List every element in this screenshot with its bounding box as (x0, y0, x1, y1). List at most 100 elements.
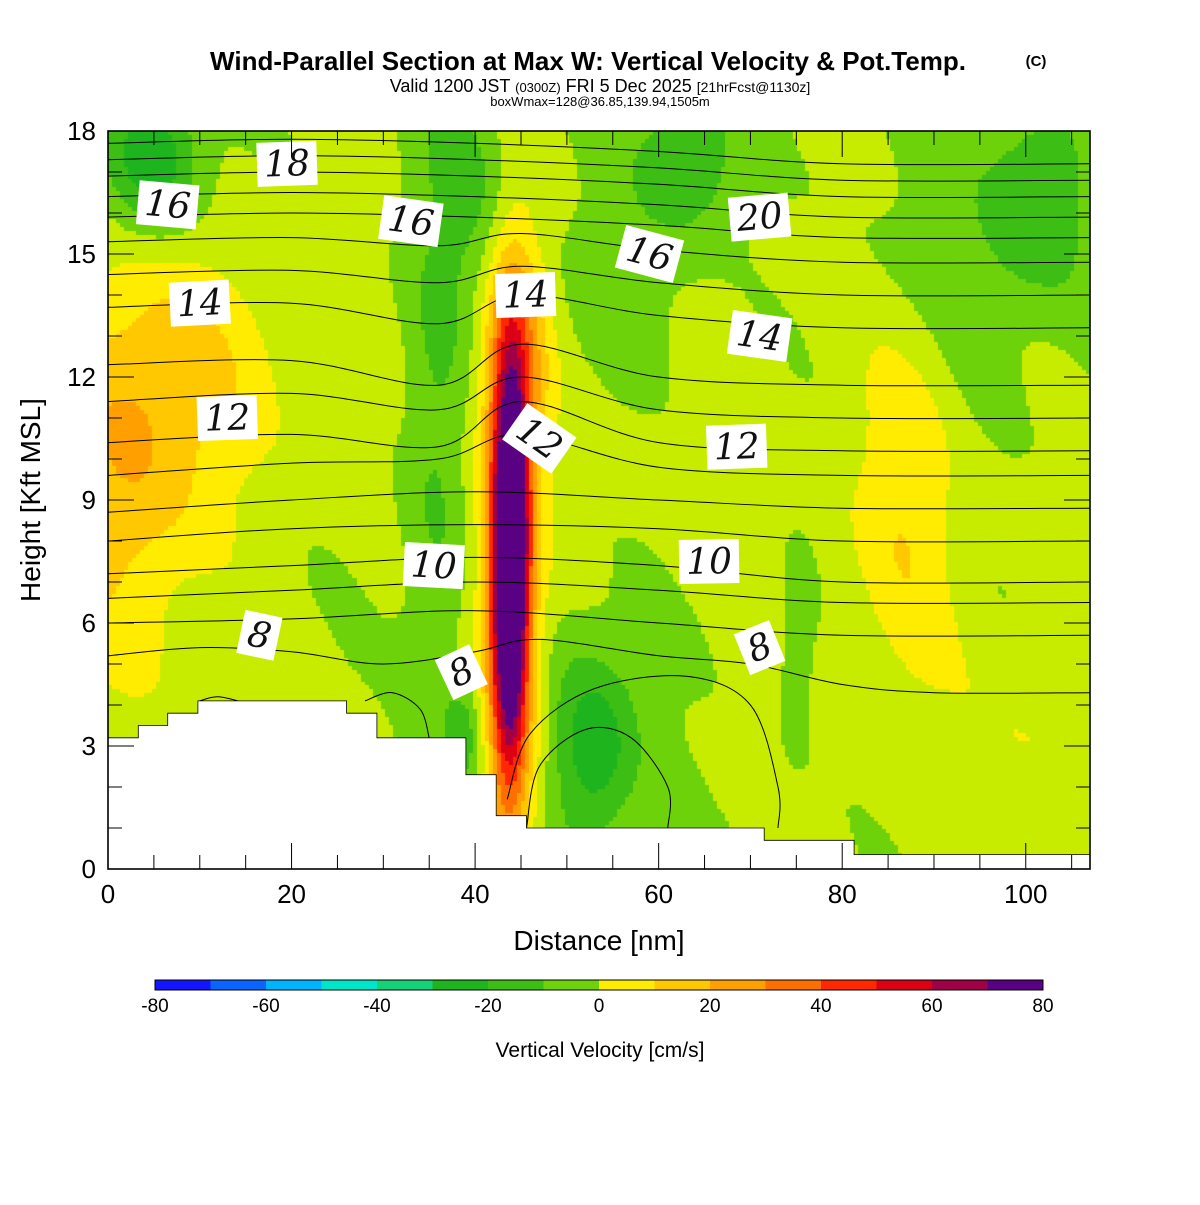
contour-label: 14 (168, 279, 231, 327)
colorbar-swatch (377, 980, 433, 990)
contour-label-box (378, 195, 444, 248)
colorbar-frame (154, 979, 1044, 991)
contour-label-box (135, 180, 200, 230)
y-axis-ticks: 0 3 6 9 12 15 18 (67, 116, 1090, 884)
theta-contour-line (108, 581, 1090, 604)
colorbar-tick-label: 80 (1032, 996, 1053, 1017)
contour-label-box (402, 542, 465, 590)
theta-contour-line (108, 401, 1090, 452)
contour-label: 16 (378, 195, 444, 248)
contour-label-text: 20 (734, 195, 784, 240)
theta-contour-line (108, 556, 1090, 584)
colorbar-label: Vertical Velocity [cm/s] (496, 1039, 705, 1062)
x-tick-label: 100 (1004, 879, 1047, 909)
contour-label-box (614, 224, 685, 284)
contour-label: 16 (614, 224, 685, 284)
x-axis-ticks: 0 20 40 60 80 100 (101, 131, 1073, 909)
theta-contour-line (506, 675, 781, 829)
theta-contour-line (108, 491, 1090, 513)
colorbar-swatch (821, 980, 877, 990)
contour-label-text: 14 (176, 282, 224, 325)
contour-label: 8 (434, 644, 488, 701)
valid-time-line: Valid 1200 JST (0300Z) FRI 5 Dec 2025 [2… (390, 76, 811, 96)
contour-label-text: 10 (410, 544, 458, 587)
x-tick-label: 40 (461, 879, 490, 909)
y-axis-label: Height [Kft MSL] (15, 398, 46, 602)
valid-date: FRI 5 Dec 2025 (566, 76, 692, 96)
x-tick-label: 0 (101, 879, 115, 909)
theta-contour-line (108, 138, 1090, 166)
contour-label: 18 (256, 140, 318, 187)
contour-label-box (502, 403, 577, 474)
theta-contour-line (108, 343, 1090, 387)
contour-label: 10 (678, 538, 740, 585)
y-tick-label: 9 (82, 485, 96, 515)
y-tick-label: 12 (67, 362, 96, 392)
theta-contour-line (108, 232, 1090, 264)
theta-contour-line (526, 727, 672, 829)
contour-label-text: 12 (204, 397, 251, 440)
theta-contour-line (108, 265, 1090, 297)
colorbar-swatch (987, 980, 1044, 990)
theta-contour-line (108, 212, 1090, 239)
contour-label-box (733, 620, 786, 676)
y-tick-label: 15 (67, 239, 96, 269)
colorbar-tick-label: 40 (810, 996, 831, 1017)
colorbar-swatch (876, 980, 933, 990)
colorbar-swatch (765, 980, 822, 990)
contour-label: 14 (726, 310, 793, 362)
colorbar-tick-label: 60 (921, 996, 942, 1017)
colorbar-tick-label: -80 (141, 996, 168, 1017)
contour-label-box (236, 609, 283, 661)
copyright-mark: (C) (1026, 53, 1047, 70)
contour-label-box (256, 140, 318, 187)
contour-label-text: 16 (385, 198, 436, 245)
contour-label-box (726, 310, 793, 362)
contour-label-text: 14 (734, 313, 785, 360)
contour-label-box (196, 394, 259, 442)
theta-contour-line (108, 524, 1090, 543)
contour-label-text: 18 (263, 143, 310, 186)
colorbar-swatch (599, 980, 655, 990)
contour-label-text: 12 (713, 426, 760, 469)
colorbar-swatch (710, 980, 766, 990)
colorbar-swatch (488, 980, 544, 990)
colorbar-swatch (932, 980, 988, 990)
valid-prefix: Valid 1200 JST (390, 76, 511, 96)
contour-label: 14 (494, 271, 557, 319)
chart-title: Wind-Parallel Section at Max W: Vertical… (210, 46, 966, 76)
contour-label: 16 (135, 180, 200, 230)
y-tick-label: 3 (82, 731, 96, 761)
contour-label-box (168, 279, 231, 327)
contour-label: 12 (196, 394, 259, 442)
colorbar-swatch (654, 980, 711, 990)
contour-label-box (494, 271, 557, 319)
theta-contour-line (364, 692, 430, 738)
colorbar-tick-label: -20 (474, 996, 501, 1017)
x-tick-label: 60 (644, 879, 673, 909)
contour-label: 8 (236, 609, 283, 661)
colorbar-swatch (210, 980, 267, 990)
theta-contour-line (108, 376, 1090, 420)
x-axis-label: Distance [nm] (513, 925, 684, 956)
y-tick-label: 6 (82, 608, 96, 638)
colorbar-swatch (155, 980, 211, 990)
y-tick-label: 18 (67, 116, 96, 146)
contour-label-text: 10 (686, 541, 733, 583)
contour-label-text: 14 (502, 274, 549, 317)
x-tick-label: 80 (828, 879, 857, 909)
x-tick-label: 20 (277, 879, 306, 909)
contour-label-box (705, 423, 768, 470)
colorbar-tick-label: 0 (594, 996, 605, 1017)
contour-label: 10 (402, 542, 465, 590)
contour-label-box (434, 644, 488, 701)
contour-label-text: 16 (143, 183, 192, 228)
colorbar-tick-label: -60 (252, 996, 279, 1017)
valid-utc: (0300Z) (515, 80, 561, 95)
colorbar-swatch (266, 980, 322, 990)
terrain-mask (107, 700, 1091, 870)
contour-label: 12 (705, 423, 768, 470)
theta-contour-line (108, 191, 1090, 219)
